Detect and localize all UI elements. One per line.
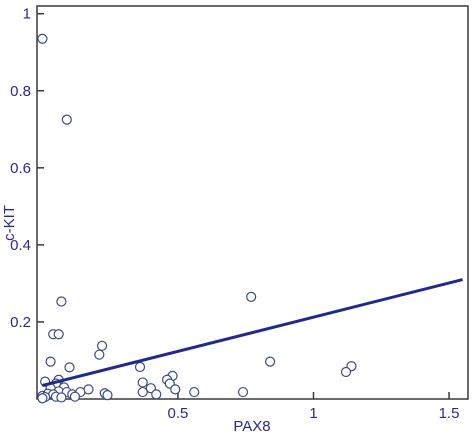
y-tick-label: 0.8: [10, 83, 31, 100]
data-point: [61, 114, 72, 125]
y-axis-ticks: 0.2 0.4 0.6 0.8 1: [10, 6, 44, 331]
data-point: [45, 356, 56, 367]
data-point: [137, 386, 148, 398]
data-point: [134, 361, 146, 373]
data-point: [137, 377, 148, 388]
plot-frame: [36, 5, 469, 400]
data-point: [237, 386, 249, 398]
data-point: [37, 33, 48, 44]
y-tick-label: 0.4: [10, 237, 31, 254]
data-point: [94, 349, 105, 360]
data-points: [37, 33, 357, 404]
x-tick-label: 1.5: [439, 405, 460, 422]
data-point: [170, 384, 181, 395]
data-point: [69, 391, 81, 402]
x-axis-ticks: 0.5 1 1.5: [168, 392, 460, 422]
data-point: [96, 340, 108, 351]
x-tick-label: 1: [309, 405, 317, 422]
y-axis-title: c-KIT: [1, 205, 18, 241]
x-tick-label: 0.5: [168, 405, 189, 422]
data-point: [53, 329, 64, 340]
y-tick-label: 0.2: [10, 314, 31, 331]
regression-line: [42, 278, 463, 387]
data-point: [56, 296, 67, 307]
data-point: [189, 386, 200, 398]
data-point: [102, 390, 113, 401]
data-point: [246, 291, 257, 302]
data-point: [265, 356, 276, 367]
y-tick-label: 1: [23, 6, 31, 23]
x-axis-title: PAX8: [233, 418, 270, 435]
data-point: [340, 366, 352, 378]
data-point: [151, 389, 162, 400]
y-tick-label: 0.6: [10, 160, 31, 177]
data-point: [37, 393, 48, 404]
data-point: [56, 392, 67, 403]
data-point: [64, 362, 75, 373]
